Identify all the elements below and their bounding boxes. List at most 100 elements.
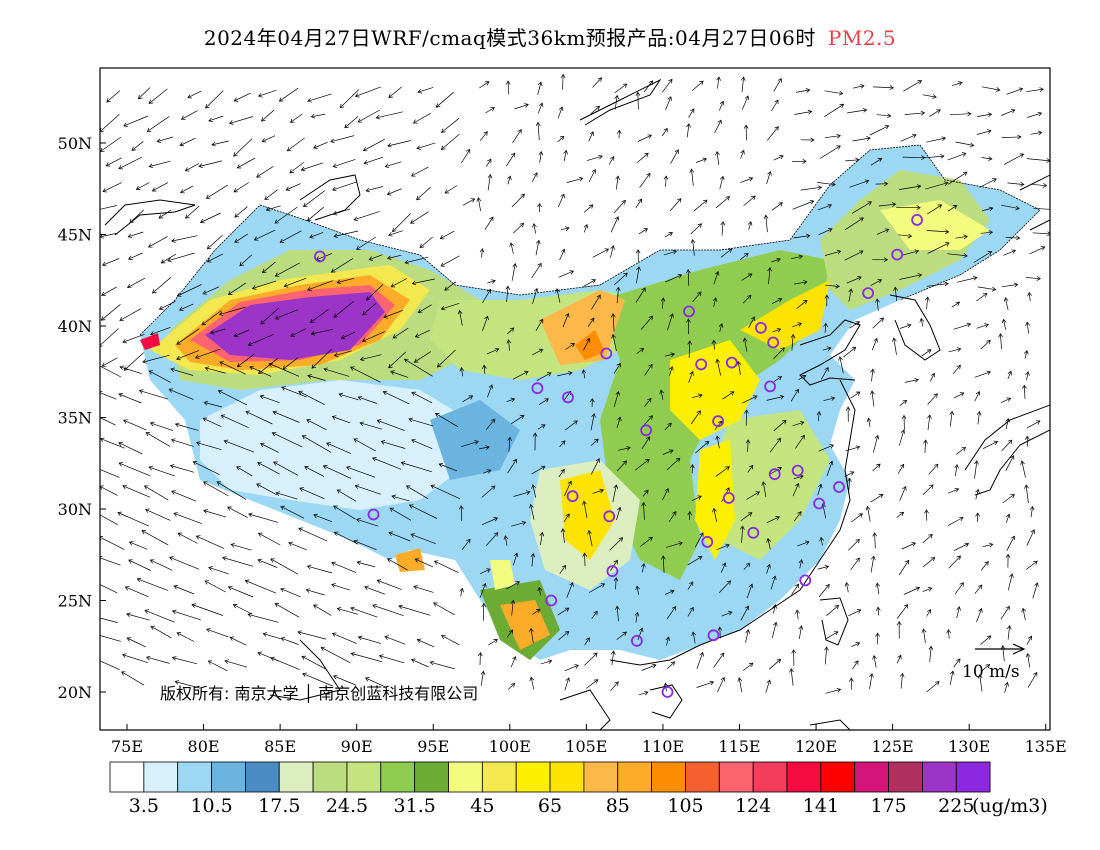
wind-arrow (670, 149, 679, 164)
wind-arrow (976, 323, 990, 329)
wind-arrow (795, 434, 805, 449)
wind-arrow (410, 166, 429, 177)
wind-arrow (298, 527, 328, 542)
colorbar-swatch (955, 761, 991, 793)
wind-arrow (338, 392, 359, 401)
wind-arrow (477, 652, 483, 666)
wind-arrow (721, 611, 733, 617)
wind-arrow (566, 176, 584, 183)
colorbar-swatch (244, 761, 280, 793)
wind-arrow (439, 230, 455, 240)
wind-arrow (220, 414, 249, 428)
lon-tick-label: 115E (718, 737, 760, 756)
city-marker (722, 492, 735, 504)
wind-arrow (201, 310, 222, 326)
wind-arrow (392, 213, 411, 233)
wind-arrow (306, 206, 324, 222)
wind-arrow (584, 637, 590, 646)
wind-arrow (955, 234, 968, 240)
wind-arrow (691, 80, 704, 91)
wind-arrow (740, 605, 750, 621)
wind-arrow (384, 161, 402, 169)
lon-tick-label: 75E (111, 737, 143, 756)
wind-arrow (509, 242, 514, 254)
wind-arrow (278, 87, 299, 102)
coastline (269, 639, 341, 701)
wind-arrow (535, 121, 541, 141)
wind-arrow (763, 214, 769, 233)
wind-arrow (745, 629, 751, 643)
wind-arrow (609, 537, 624, 551)
wind-arrow (309, 232, 324, 239)
wind-arrow (487, 279, 496, 284)
wind-arrow (589, 398, 595, 407)
wind-arrow (591, 294, 601, 310)
wind-arrow (538, 398, 549, 405)
pm25-contour (710, 410, 830, 560)
wind-arrow (136, 577, 169, 591)
wind-arrow (480, 568, 491, 575)
wind-arrow (1001, 318, 1007, 330)
wind-arrow (481, 485, 496, 498)
wind-arrow (511, 193, 525, 208)
wind-arrow (537, 102, 544, 114)
wind-arrow (260, 307, 280, 325)
wind-arrow (283, 277, 307, 288)
wind-arrow (236, 157, 256, 169)
pm25-contour (140, 333, 160, 350)
wind-arrow (745, 439, 751, 452)
wind-arrow (479, 445, 490, 450)
wind-arrow (1005, 417, 1011, 430)
wind-arrow (257, 532, 281, 546)
wind-arrow (270, 656, 300, 670)
wind-arrow (838, 356, 844, 374)
wind-arrow (667, 313, 674, 331)
wind-arrow (796, 299, 808, 309)
wind-arrow (457, 309, 463, 326)
wind-arrow (773, 78, 782, 92)
wind-arrow (559, 440, 566, 448)
wind-arrow (927, 393, 938, 405)
city-marker (631, 634, 643, 647)
wind-arrow (216, 481, 247, 500)
wind-arrow (357, 395, 378, 404)
wind-arrow (1027, 671, 1038, 688)
wind-arrow (694, 532, 704, 548)
wind-arrow (353, 539, 377, 551)
wind-arrow (953, 658, 961, 668)
wind-arrow (479, 131, 488, 141)
wind-arrow (118, 462, 151, 477)
wind-arrow (529, 627, 534, 644)
colorbar-unit: (ug/m3) (972, 795, 1048, 817)
wind-arrow (512, 129, 522, 143)
wind-arrow (413, 585, 434, 593)
wind-arrow (953, 392, 965, 399)
wind-arrow (413, 351, 431, 363)
wind-arrow (100, 556, 121, 566)
wind-arrow (195, 348, 221, 359)
wind-arrow (891, 337, 897, 355)
wind-arrow (173, 512, 203, 525)
wind-arrow (899, 399, 908, 406)
wind-arrow (100, 328, 119, 347)
wind-arrow (588, 168, 596, 183)
wind-arrow (281, 386, 307, 398)
colorbar-swatch (888, 761, 923, 793)
wind-arrow (872, 434, 880, 453)
wind-arrow (767, 267, 773, 285)
wind-arrow (739, 252, 749, 261)
city-marker (562, 391, 574, 404)
wind-arrow (513, 222, 525, 234)
wind-arrow (691, 495, 702, 502)
pm25-contour (430, 400, 520, 480)
wind-arrow (873, 85, 894, 91)
wind-arrow (101, 258, 120, 267)
wind-arrow (662, 449, 674, 455)
wind-arrow (792, 199, 815, 210)
wind-arrow (662, 78, 673, 93)
wind-arrow (479, 81, 490, 89)
colorbar-label: 10.5 (190, 795, 232, 817)
wind-arrow (532, 608, 541, 615)
wind-arrow (290, 328, 307, 337)
colorbar-label: 17.5 (258, 795, 300, 817)
